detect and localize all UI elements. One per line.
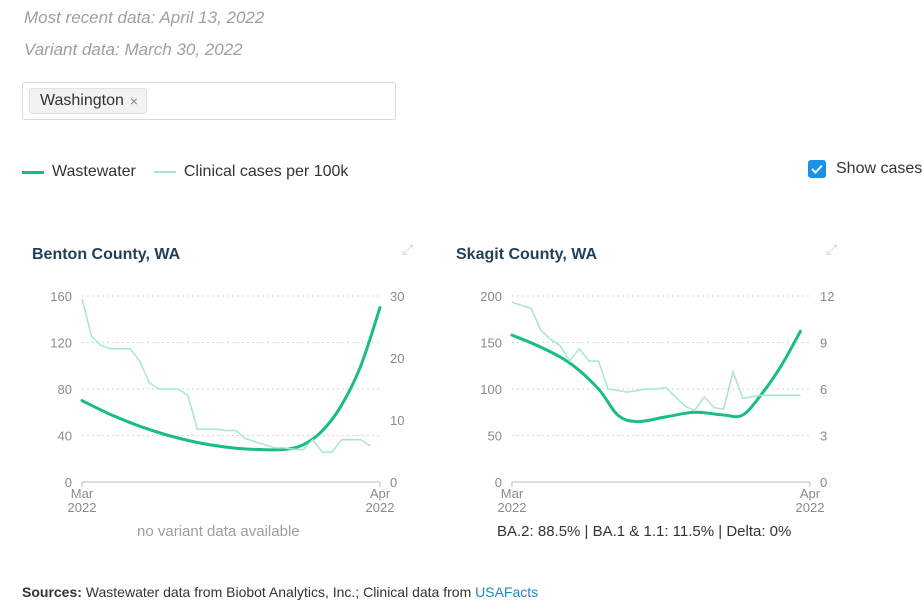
- left-tick-label: 200: [480, 289, 502, 304]
- x-tick-label: Apr: [370, 486, 391, 501]
- left-tick-label: 40: [58, 429, 72, 444]
- variant-note-skagit: BA.2: 88.5% | BA.1 & 1.1: 11.5% | Delta:…: [497, 523, 792, 540]
- wastewater-series-line: [510, 329, 802, 424]
- sources-text: Wastewater data from Biobot Analytics, I…: [81, 584, 476, 600]
- right-tick-label: 30: [390, 289, 404, 304]
- state-tag: Washington ×: [29, 88, 148, 114]
- left-tick-label: 100: [480, 382, 502, 397]
- chart-title-skagit: Skagit County, WA: [456, 246, 598, 263]
- variant-data-text: Variant data: March 30, 2022: [24, 40, 243, 59]
- right-tick-label: 9: [820, 336, 827, 351]
- x-tick-year-label: 2022: [366, 500, 395, 515]
- expand-icon[interactable]: ⤢: [402, 241, 414, 257]
- chart-legend: Wastewater Clinical cases per 100k: [22, 163, 366, 181]
- left-tick-label: 50: [488, 429, 502, 444]
- most-recent-data-text: Most recent data: April 13, 2022: [24, 8, 265, 27]
- right-tick-label: 20: [390, 351, 404, 366]
- state-select[interactable]: Washington ×: [22, 82, 396, 120]
- right-tick-label: 6: [820, 382, 827, 397]
- show-cases-toggle[interactable]: Show cases: [808, 160, 922, 178]
- legend-cases: Clinical cases per 100k: [153, 163, 349, 181]
- right-tick-label: 0: [390, 475, 397, 490]
- expand-icon[interactable]: ⤢: [826, 241, 838, 257]
- legend-wastewater-label: Wastewater: [52, 163, 136, 180]
- wastewater-swatch-icon: [22, 170, 44, 174]
- x-tick-year-label: 2022: [498, 500, 527, 515]
- right-tick-label: 12: [820, 289, 834, 304]
- left-tick-label: 160: [50, 289, 72, 304]
- remove-tag-icon[interactable]: ×: [129, 93, 139, 109]
- left-tick-label: 0: [65, 475, 72, 490]
- usafacts-link[interactable]: USAFacts: [475, 584, 539, 600]
- left-tick-label: 80: [58, 382, 72, 397]
- sources-footer: Sources: Wastewater data from Biobot Ana…: [22, 584, 538, 600]
- wastewater-series-line: [80, 306, 382, 452]
- show-cases-checkbox[interactable]: [808, 160, 826, 178]
- legend-wastewater: Wastewater: [22, 163, 136, 181]
- variant-note-benton: no variant data available: [137, 523, 300, 540]
- left-tick-label: 0: [495, 475, 502, 490]
- x-tick-year-label: 2022: [796, 500, 825, 515]
- cases-series-line: [511, 301, 801, 412]
- cases-swatch-icon: [153, 171, 176, 173]
- chart-title-benton: Benton County, WA: [32, 246, 181, 263]
- checkmark-icon: [811, 164, 823, 174]
- left-tick-label: 150: [480, 336, 502, 351]
- right-tick-label: 0: [820, 475, 827, 490]
- x-tick-label: Apr: [800, 486, 821, 501]
- x-tick-label: Mar: [501, 486, 524, 501]
- right-tick-label: 3: [820, 429, 827, 444]
- x-tick-year-label: 2022: [68, 500, 97, 515]
- show-cases-label: Show cases: [836, 160, 923, 177]
- cases-series-line: [81, 298, 371, 453]
- legend-cases-label: Clinical cases per 100k: [183, 163, 349, 180]
- sources-label: Sources:: [22, 584, 82, 600]
- left-tick-label: 120: [50, 336, 72, 351]
- state-tag-label: Washington: [40, 92, 124, 109]
- x-tick-label: Mar: [71, 486, 94, 501]
- right-tick-label: 10: [390, 413, 404, 428]
